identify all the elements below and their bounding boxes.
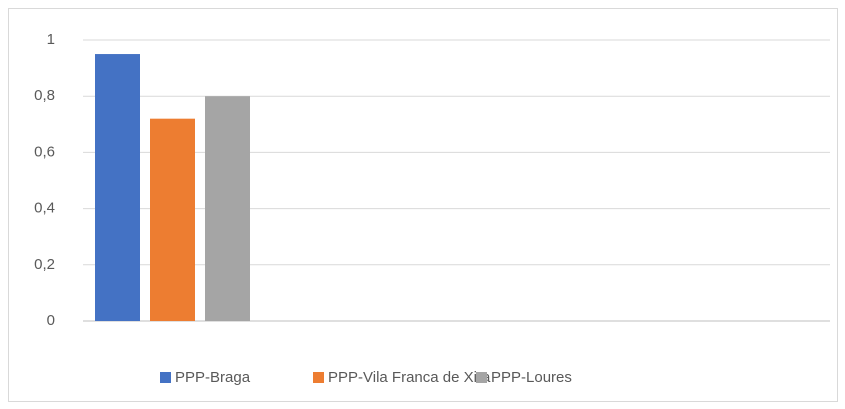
bar (150, 118, 195, 322)
legend-swatch (476, 372, 487, 383)
legend-label: PPP-Braga (175, 369, 251, 386)
y-tick-label: 0,2 (34, 256, 55, 273)
chart-border (8, 8, 838, 402)
y-tick-label: 0 (47, 312, 55, 329)
y-tick-label: 0,6 (34, 143, 55, 160)
legend-label: PPP-Loures (491, 369, 572, 386)
legend-swatch (313, 372, 324, 383)
legend-label: PPP-Vila Franca de Xira (328, 369, 491, 386)
bar (205, 96, 250, 321)
bar (95, 54, 140, 322)
legend-swatch (160, 372, 171, 383)
y-tick-label: 1 (47, 31, 55, 48)
y-tick-label: 0,8 (34, 87, 55, 104)
y-tick-label: 0,4 (34, 200, 55, 217)
